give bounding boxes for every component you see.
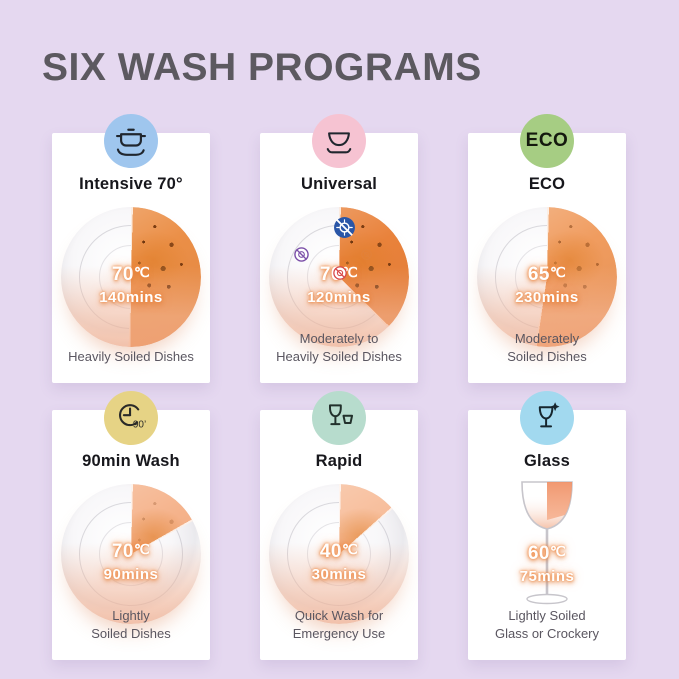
program-name: Intensive 70° [79,175,183,193]
program-name: Rapid [315,452,363,470]
program-caption: Heavily Soiled Dishes [68,348,194,364]
program-icon-badge [312,391,366,445]
wine-glass [521,481,573,605]
programs-grid: Intensive 70° 70℃ 140mins Heavily Soiled… [52,114,626,660]
no-germ-icon [333,266,347,280]
program-icon-badge: 90’ [104,391,158,445]
duration-label: 90mins [103,566,159,584]
page-title: SIX WASH PROGRAMS [42,46,482,89]
temperature-label: 70℃ [111,541,151,563]
program-name: ECO [528,175,566,193]
plate-fade [477,207,617,347]
program-card-eco: ECO ECO 65℃ 230mins Moderately Soiled Di… [468,114,626,383]
program-card-universal: Universal [260,114,418,383]
wash-stats: 65℃ 230mins [477,264,617,306]
pot-icon [115,128,147,156]
eco-text-badge: ECO [525,130,569,151]
wash-stats: 70℃ 90mins [61,541,201,583]
plate [61,484,201,624]
plate-graphic: 70℃ 90mins [61,484,201,624]
plate-fade [61,207,201,347]
program-icon-badge [312,114,366,168]
temperature-label: 60℃ [527,543,567,564]
wash-stats: 70℃ 140mins [61,264,201,306]
plate-graphic: 40℃ 30mins [269,484,409,624]
program-caption: Lightly Soiled Glass or Crockery [494,607,600,641]
duration-label: 75mins [519,568,575,585]
program-caption: Quick Wash for Emergency Use [292,607,386,641]
no-germ-icon [361,249,372,260]
svg-text:90’: 90’ [133,420,146,431]
no-germ-icon [334,217,355,238]
program-card-intensive: Intensive 70° 70℃ 140mins Heavily Soiled… [52,114,210,383]
wine-glass-sparkle-icon [538,402,560,428]
plate-fade [61,484,201,624]
glassware-icon [329,404,354,426]
program-icon-badge: ECO [520,114,574,168]
duration-label: 140mins [99,289,163,307]
plate-graphic: 65℃ 230mins [477,207,617,347]
wash-stats: 70℃ 120mins [269,264,409,306]
duration-label: 30mins [311,566,367,584]
program-name: Glass [524,452,570,470]
program-card-90min: 90’ 90min Wash 70℃ 90mins Lightly So [52,391,210,660]
temperature-label: 40℃ [319,541,359,563]
program-card-glass: Glass [468,391,626,660]
program-icon-badge [104,114,158,168]
plate [269,484,409,624]
temperature-label: 70℃ [319,264,359,286]
plate-graphic: 70℃ 120mins [269,207,409,347]
clock-90-icon: 90’ [119,404,146,431]
plate [61,207,201,347]
program-card-rapid: Rapid 40℃ 30mins Quick Wash for Emergenc… [260,391,418,660]
wash-stats: 60℃ 75mins [492,543,602,585]
plate-graphic: 70℃ 140mins [61,207,201,347]
program-caption: Moderately Soiled Dishes [507,330,587,364]
program-name: 90min Wash [82,452,180,470]
wash-stats: 40℃ 30mins [269,541,409,583]
soiled-area [547,482,572,520]
program-name: Universal [300,175,378,193]
duration-label: 230mins [515,289,579,307]
sparkle-icon [550,402,560,412]
wine-glass-graphic: 60℃ 75mins [492,477,602,627]
program-caption: Lightly Soiled Dishes [91,607,171,641]
temperature-label: 70℃ [111,264,151,286]
temperature-label: 65℃ [527,264,567,286]
program-caption: Moderately to Heavily Soiled Dishes [276,330,402,364]
plate-fade [269,484,409,624]
program-icon-badge [520,391,574,445]
duration-label: 120mins [307,289,371,307]
no-germ-icon [294,247,309,262]
plate [477,207,617,347]
bowl-dish-icon [326,132,352,154]
